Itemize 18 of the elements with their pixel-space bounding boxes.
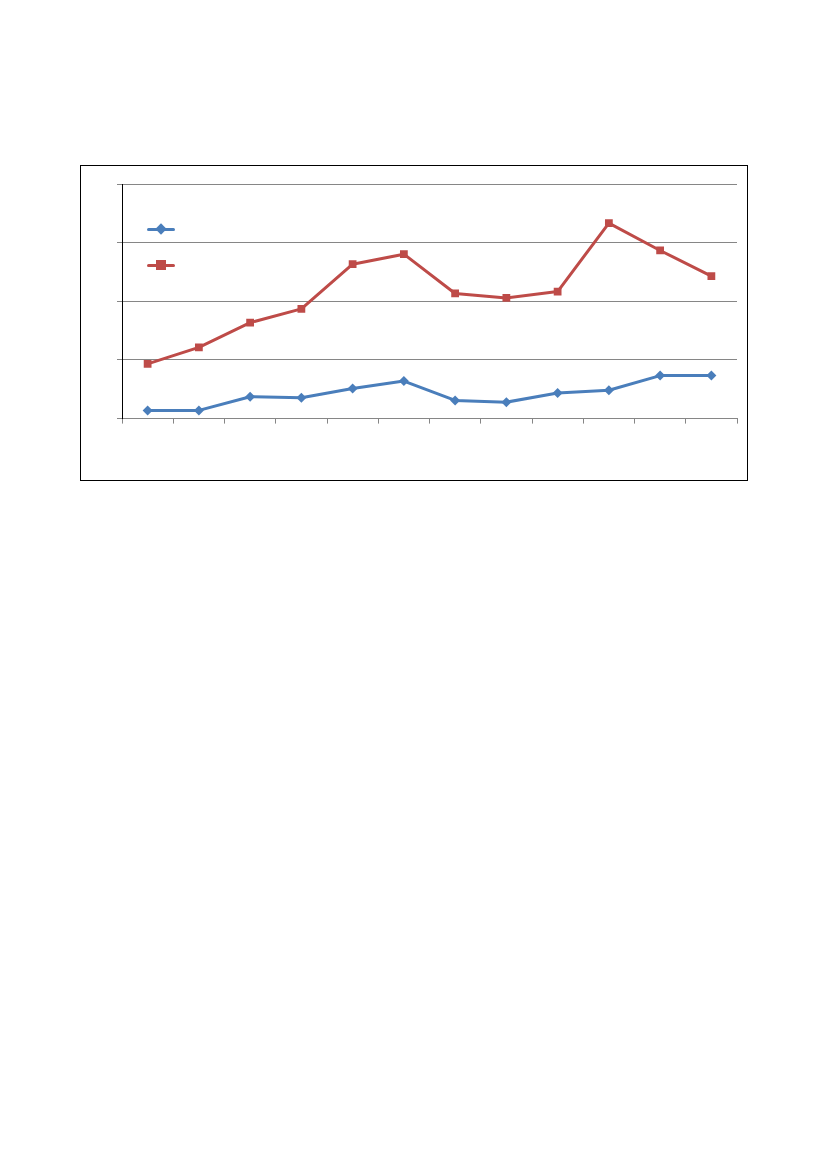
point bbox=[707, 272, 716, 280]
point bbox=[194, 343, 203, 352]
point bbox=[348, 260, 357, 269]
point bbox=[297, 305, 306, 313]
point bbox=[604, 219, 613, 227]
point bbox=[656, 246, 665, 255]
point bbox=[399, 250, 408, 259]
point bbox=[296, 392, 307, 403]
point bbox=[451, 289, 460, 298]
point bbox=[398, 376, 409, 387]
point bbox=[450, 395, 461, 406]
point bbox=[552, 387, 563, 398]
point bbox=[501, 397, 512, 408]
point bbox=[246, 318, 255, 327]
point bbox=[143, 359, 152, 368]
point bbox=[502, 294, 511, 302]
point bbox=[347, 383, 358, 394]
point bbox=[553, 287, 562, 296]
